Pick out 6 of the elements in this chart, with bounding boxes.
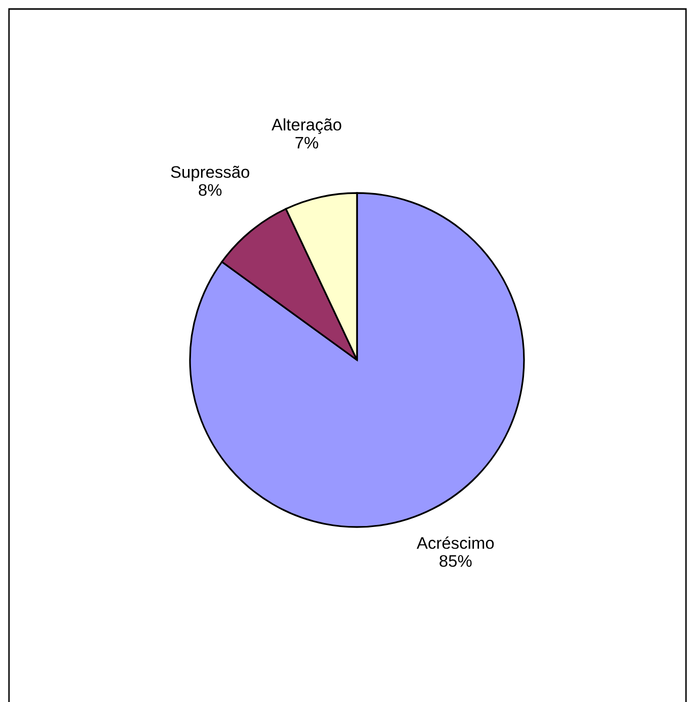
slice-label: Supressão: [171, 166, 250, 182]
slice-label: Acréscimo: [416, 536, 494, 549]
data-label: 85%: [440, 555, 472, 567]
slice-label: Alteração: [272, 118, 342, 134]
data-label: 7%: [296, 136, 318, 149]
data-label: 8%: [198, 184, 222, 196]
